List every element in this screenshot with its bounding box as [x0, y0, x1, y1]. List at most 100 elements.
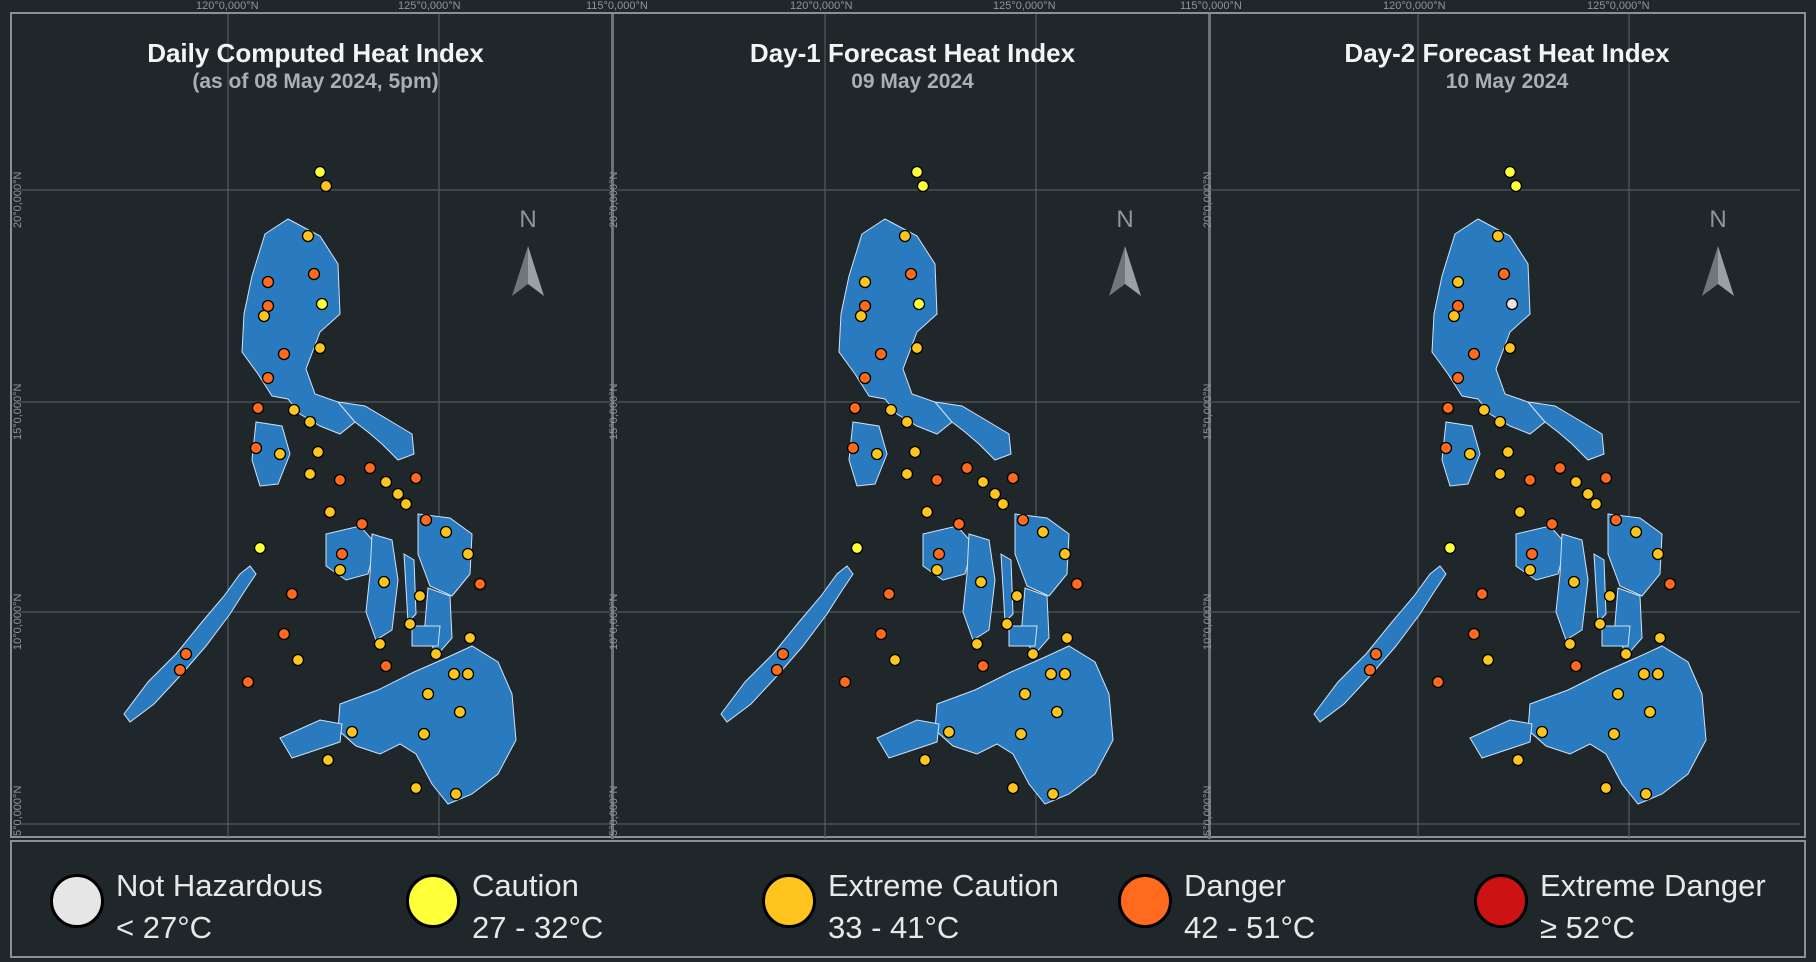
- station-marker[interactable]: [303, 467, 317, 481]
- station-marker[interactable]: [1010, 589, 1024, 603]
- station-marker[interactable]: [970, 637, 984, 651]
- station-marker[interactable]: [277, 627, 291, 641]
- station-marker[interactable]: [335, 547, 349, 561]
- station-marker[interactable]: [287, 403, 301, 417]
- station-marker[interactable]: [1491, 229, 1505, 243]
- station-marker[interactable]: [257, 309, 271, 323]
- station-marker[interactable]: [1000, 617, 1014, 631]
- station-marker[interactable]: [870, 447, 884, 461]
- station-marker[interactable]: [1651, 547, 1665, 561]
- station-marker[interactable]: [900, 415, 914, 429]
- station-marker[interactable]: [449, 787, 463, 801]
- station-marker[interactable]: [898, 229, 912, 243]
- station-marker[interactable]: [303, 415, 317, 429]
- station-marker[interactable]: [363, 461, 377, 475]
- station-marker[interactable]: [930, 563, 944, 577]
- station-marker[interactable]: [1603, 589, 1617, 603]
- station-marker[interactable]: [1503, 165, 1517, 179]
- station-marker[interactable]: [882, 587, 896, 601]
- station-marker[interactable]: [858, 275, 872, 289]
- station-marker[interactable]: [1451, 371, 1465, 385]
- station-marker[interactable]: [1036, 525, 1050, 539]
- station-marker[interactable]: [447, 667, 461, 681]
- station-marker[interactable]: [1525, 547, 1539, 561]
- station-marker[interactable]: [241, 675, 255, 689]
- station-marker[interactable]: [1441, 401, 1455, 415]
- station-marker[interactable]: [1523, 563, 1537, 577]
- station-marker[interactable]: [1511, 753, 1525, 767]
- station-marker[interactable]: [976, 659, 990, 673]
- station-marker[interactable]: [301, 229, 315, 243]
- station-marker[interactable]: [1505, 297, 1519, 311]
- station-marker[interactable]: [429, 647, 443, 661]
- station-marker[interactable]: [333, 563, 347, 577]
- station-marker[interactable]: [884, 403, 898, 417]
- station-marker[interactable]: [848, 401, 862, 415]
- station-marker[interactable]: [307, 267, 321, 281]
- station-marker[interactable]: [1475, 587, 1489, 601]
- station-marker[interactable]: [417, 727, 431, 741]
- station-marker[interactable]: [1363, 663, 1377, 677]
- station-marker[interactable]: [1050, 705, 1064, 719]
- station-marker[interactable]: [173, 663, 187, 677]
- station-marker[interactable]: [1014, 727, 1028, 741]
- station-marker[interactable]: [1058, 667, 1072, 681]
- station-marker[interactable]: [1553, 461, 1567, 475]
- station-marker[interactable]: [379, 659, 393, 673]
- station-marker[interactable]: [910, 341, 924, 355]
- station-marker[interactable]: [874, 627, 888, 641]
- station-marker[interactable]: [1447, 309, 1461, 323]
- station-marker[interactable]: [473, 577, 487, 591]
- station-marker[interactable]: [1497, 267, 1511, 281]
- station-marker[interactable]: [976, 475, 990, 489]
- station-marker[interactable]: [319, 179, 333, 193]
- station-marker[interactable]: [323, 505, 337, 519]
- station-marker[interactable]: [313, 341, 327, 355]
- station-marker[interactable]: [960, 461, 974, 475]
- station-marker[interactable]: [920, 505, 934, 519]
- station-marker[interactable]: [988, 487, 1002, 501]
- station-marker[interactable]: [1467, 347, 1481, 361]
- station-marker[interactable]: [1451, 299, 1465, 313]
- station-marker[interactable]: [858, 299, 872, 313]
- station-marker[interactable]: [974, 575, 988, 589]
- station-marker[interactable]: [1663, 577, 1677, 591]
- station-marker[interactable]: [1509, 179, 1523, 193]
- station-marker[interactable]: [277, 347, 291, 361]
- station-marker[interactable]: [996, 497, 1010, 511]
- station-marker[interactable]: [1523, 473, 1537, 487]
- station-marker[interactable]: [1070, 577, 1084, 591]
- station-marker[interactable]: [409, 471, 423, 485]
- station-marker[interactable]: [850, 541, 864, 555]
- station-marker[interactable]: [1060, 631, 1074, 645]
- station-marker[interactable]: [461, 667, 475, 681]
- station-marker[interactable]: [461, 547, 475, 561]
- station-marker[interactable]: [321, 753, 335, 767]
- station-marker[interactable]: [1569, 659, 1583, 673]
- station-marker[interactable]: [908, 445, 922, 459]
- station-marker[interactable]: [838, 675, 852, 689]
- station-marker[interactable]: [1369, 647, 1383, 661]
- station-marker[interactable]: [1513, 505, 1527, 519]
- station-marker[interactable]: [918, 753, 932, 767]
- station-marker[interactable]: [1018, 687, 1032, 701]
- station-marker[interactable]: [391, 487, 405, 501]
- station-marker[interactable]: [1006, 471, 1020, 485]
- station-marker[interactable]: [311, 445, 325, 459]
- station-marker[interactable]: [1639, 787, 1653, 801]
- station-marker[interactable]: [253, 541, 267, 555]
- station-marker[interactable]: [313, 165, 327, 179]
- station-marker[interactable]: [179, 647, 193, 661]
- station-marker[interactable]: [1643, 705, 1657, 719]
- station-marker[interactable]: [1653, 631, 1667, 645]
- station-marker[interactable]: [439, 525, 453, 539]
- station-marker[interactable]: [776, 647, 790, 661]
- station-marker[interactable]: [1058, 547, 1072, 561]
- station-marker[interactable]: [333, 473, 347, 487]
- station-marker[interactable]: [1501, 445, 1515, 459]
- station-marker[interactable]: [1044, 667, 1058, 681]
- station-marker[interactable]: [1637, 667, 1651, 681]
- station-marker[interactable]: [463, 631, 477, 645]
- station-marker[interactable]: [854, 309, 868, 323]
- station-marker[interactable]: [904, 267, 918, 281]
